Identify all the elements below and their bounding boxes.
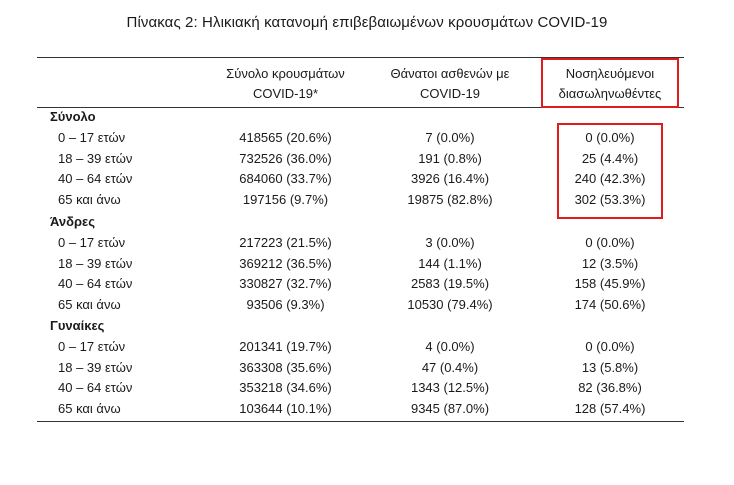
row-label: 65 και άνω <box>58 192 121 208</box>
cell-intubated: 25 (4.4%) <box>581 150 639 166</box>
cell-intubated: 302 (53.3%) <box>574 192 646 208</box>
row-label: 18 – 39 ετών <box>58 150 133 166</box>
column-header-line: COVID-19* <box>252 86 319 101</box>
row-label: 0 – 17 ετών <box>58 235 126 250</box>
cell-total-cases: 353218 (34.6%) <box>239 380 332 396</box>
table-row: 40 – 64 ετών 684060 (33.7%) 3926 (16.4%) 24… <box>0 171 734 191</box>
cell-intubated: 158 (45.9%) <box>574 276 646 292</box>
cell-deaths: 47 (0.4%) <box>421 359 479 375</box>
column-header-line: COVID-19 <box>420 86 480 101</box>
column-header-line: Θάνατοι ασθενών με <box>390 66 510 81</box>
table-row: 18 – 39 ετών 732526 (36.0%) 191 (0.8%) 25 (… <box>0 151 734 171</box>
highlight-box-header <box>541 58 679 108</box>
cell-intubated: 0 (0.0%) <box>585 130 635 145</box>
cell-total-cases: 201341 (19.7%) <box>239 339 332 354</box>
row-label: 40 – 64 ετών <box>58 171 133 187</box>
cell-deaths: 4 (0.0%) <box>425 339 475 354</box>
cell-deaths: 191 (0.8%) <box>418 150 482 166</box>
table-row: 65 και άνω 93506 (9.3%) 10530 (79.4%) 174 (… <box>0 297 734 317</box>
table-row: 65 και άνω 103644 (10.1%) 9345 (87.0%) 128 … <box>0 401 734 421</box>
cell-intubated: 82 (36.8%) <box>578 380 642 396</box>
cell-intubated: 240 (42.3%) <box>574 171 646 187</box>
column-header-deaths: Θάνατοι ασθενών με COVID-19 <box>370 64 530 104</box>
row-label: 65 και άνω <box>58 297 121 313</box>
table-row: 0 – 17 ετών 217223 (21.5%) 3 (0.0%) 0 (0.0%… <box>0 235 734 255</box>
cell-intubated: 13 (5.8%) <box>581 359 639 375</box>
table-top-rule <box>37 57 684 58</box>
cell-total-cases: 363308 (35.6%) <box>239 359 332 375</box>
cell-total-cases: 217223 (21.5%) <box>239 235 332 250</box>
cell-deaths: 7 (0.0%) <box>425 130 475 145</box>
cell-total-cases: 418565 (20.6%) <box>239 130 332 145</box>
cell-deaths: 3926 (16.4%) <box>410 171 490 187</box>
cell-total-cases: 684060 (33.7%) <box>239 171 332 187</box>
section-heading: Γυναίκες <box>50 318 105 333</box>
table-row: 18 – 39 ετών 363308 (35.6%) 47 (0.4%) 13 (5… <box>0 360 734 380</box>
cell-deaths: 10530 (79.4%) <box>407 297 493 313</box>
row-label: 0 – 17 ετών <box>58 130 126 145</box>
cell-deaths: 9345 (87.0%) <box>410 401 490 417</box>
section-heading: Άνδρες <box>50 214 95 229</box>
column-header-line: Σύνολο κρουσμάτων <box>226 66 345 81</box>
row-label: 65 και άνω <box>58 401 121 417</box>
cell-deaths: 19875 (82.8%) <box>407 192 493 208</box>
column-header-total-cases: Σύνολο κρουσμάτων COVID-19* <box>198 64 373 104</box>
cell-total-cases: 103644 (10.1%) <box>239 401 332 417</box>
table-bottom-rule <box>37 421 684 422</box>
table-row: 18 – 39 ετών 369212 (36.5%) 144 (1.1%) 12 (… <box>0 256 734 276</box>
column-header-intubated: Νοσηλευόμενοι διασωληνωθέντες <box>545 64 675 104</box>
cell-total-cases: 330827 (32.7%) <box>239 276 332 292</box>
header-divider-rule <box>37 107 684 108</box>
cell-deaths: 144 (1.1%) <box>418 255 482 271</box>
table-row: 40 – 64 ετών 353218 (34.6%) 1343 (12.5%) 82… <box>0 380 734 400</box>
row-label: 40 – 64 ετών <box>58 276 133 292</box>
cell-total-cases: 369212 (36.5%) <box>239 255 332 271</box>
column-header-line: διασωληνωθέντες <box>558 86 662 101</box>
row-label: 0 – 17 ετών <box>58 339 126 354</box>
cell-intubated: 0 (0.0%) <box>585 339 635 354</box>
section-heading: Σύνολο <box>50 109 96 124</box>
row-label: 18 – 39 ετών <box>58 359 133 375</box>
table-row: 40 – 64 ετών 330827 (32.7%) 2583 (19.5%) 15… <box>0 276 734 296</box>
cell-total-cases: 93506 (9.3%) <box>246 297 325 313</box>
column-header-line: Νοσηλευόμενοι <box>565 66 655 81</box>
cell-intubated: 0 (0.0%) <box>585 235 635 250</box>
cell-total-cases: 732526 (36.0%) <box>239 150 332 166</box>
table-title: Πίνακας 2: Ηλικιακή κατανομή επιβεβαιωμέ… <box>126 14 608 31</box>
table-row: 65 και άνω 197156 (9.7%) 19875 (82.8%) 302 … <box>0 192 734 212</box>
row-label: 18 – 39 ετών <box>58 255 133 271</box>
cell-total-cases: 197156 (9.7%) <box>242 192 329 208</box>
cell-deaths: 1343 (12.5%) <box>410 380 490 396</box>
cell-deaths: 2583 (19.5%) <box>410 276 490 292</box>
table-row: 0 – 17 ετών 418565 (20.6%) 7 (0.0%) 0 (0.0%… <box>0 130 734 150</box>
cell-deaths: 3 (0.0%) <box>425 235 475 250</box>
cell-intubated: 12 (3.5%) <box>581 255 639 271</box>
cell-intubated: 128 (57.4%) <box>574 401 646 417</box>
table-row: 0 – 17 ετών 201341 (19.7%) 4 (0.0%) 0 (0.0%… <box>0 339 734 359</box>
highlight-box-total-intubated <box>557 123 663 219</box>
cell-intubated: 174 (50.6%) <box>574 297 646 313</box>
row-label: 40 – 64 ετών <box>58 380 133 396</box>
